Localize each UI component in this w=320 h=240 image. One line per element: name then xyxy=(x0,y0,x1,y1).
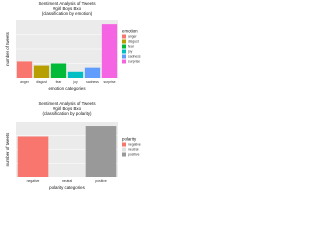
x-tick-label: sadness xyxy=(86,80,99,84)
bar xyxy=(17,136,49,177)
y-axis-label: number of tweets xyxy=(5,132,10,166)
bar xyxy=(67,71,84,78)
chart-subtitle: (classification by polarity) xyxy=(42,111,92,116)
legend-label: positive xyxy=(128,152,140,156)
chart-subtitle: #girl Boys Bxo xyxy=(53,6,82,11)
legend-label: surprise xyxy=(128,59,140,63)
legend-label: fear xyxy=(128,44,135,48)
legend-swatch xyxy=(122,142,126,147)
legend-swatch xyxy=(122,59,126,64)
x-axis-label: emotion categories xyxy=(48,86,86,91)
bar xyxy=(16,61,33,78)
legend-swatch xyxy=(122,49,126,54)
legend-label: anger xyxy=(128,34,138,38)
chart-subtitle: (classification by emotion) xyxy=(42,11,93,16)
x-tick-label: surprise xyxy=(103,80,115,84)
page: Sentiment Analysis of Tweets#girl Boys B… xyxy=(5,1,141,190)
legend-title: polarity xyxy=(122,137,137,142)
legend-swatch xyxy=(122,44,126,49)
bar xyxy=(84,67,101,78)
x-tick-label: joy xyxy=(72,80,78,84)
bar xyxy=(33,65,50,78)
legend-swatch xyxy=(122,54,126,59)
legend-label: joy xyxy=(127,49,133,53)
chart-title: Sentiment Analysis of Tweets xyxy=(38,101,96,106)
x-tick-label: negative xyxy=(27,179,40,183)
legend-swatch xyxy=(122,39,126,44)
legend-label: sadness xyxy=(128,54,141,58)
y-axis-label: number of tweets xyxy=(5,31,10,65)
x-tick-label: fear xyxy=(56,80,63,84)
legend-title: emotion xyxy=(122,29,138,34)
chart-subtitle: #girl Boys Bxo xyxy=(53,106,82,111)
chart-title: Sentiment Analysis of Tweets xyxy=(38,1,96,6)
legend-swatch xyxy=(122,147,126,152)
bar xyxy=(101,24,118,78)
x-tick-label: anger xyxy=(20,80,30,84)
x-tick-label: neutral xyxy=(62,179,73,183)
legend-swatch xyxy=(122,152,126,157)
x-tick-label: positive xyxy=(95,179,107,183)
x-tick-label: disgust xyxy=(36,80,47,84)
bar xyxy=(85,126,117,177)
bar xyxy=(50,63,67,78)
legend-label: negative xyxy=(128,142,141,146)
legend-label: disgust xyxy=(128,39,139,43)
legend-label: neutral xyxy=(128,147,139,151)
legend-swatch xyxy=(122,34,126,39)
x-axis-label: polarity categories xyxy=(49,185,85,190)
